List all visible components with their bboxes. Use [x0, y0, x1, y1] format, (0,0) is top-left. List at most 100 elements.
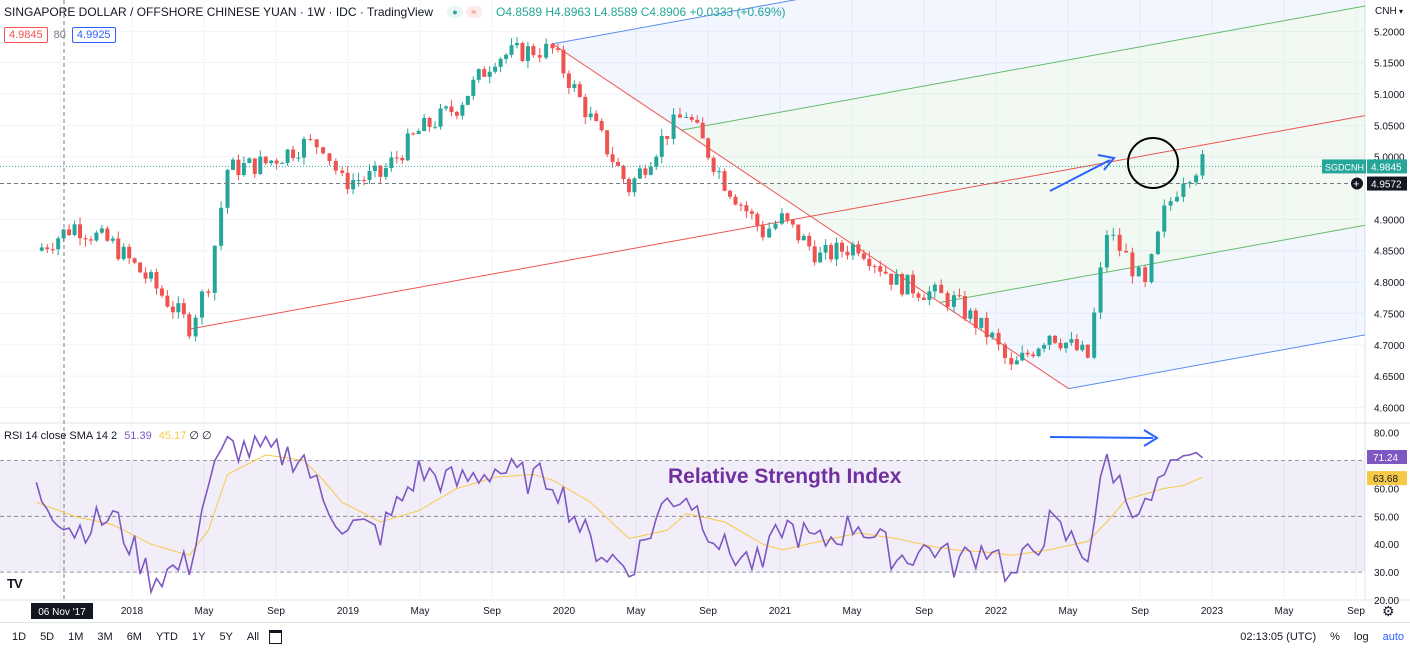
rsi-legend[interactable]: RSI 14 close SMA 14 2 51.39 45.17 ∅ ∅ [4, 429, 212, 442]
timeframe-button[interactable]: 5Y [219, 630, 233, 643]
candle-body [905, 274, 910, 295]
price-tick-label: 4.7000 [1374, 341, 1405, 352]
ohlc-values: O4.8589 H4.8963 L4.8589 C4.8906 +0.0333 … [495, 5, 786, 19]
candle-body [176, 303, 181, 313]
candle-body [973, 310, 978, 328]
candle-body [138, 262, 143, 273]
candle-body [818, 252, 823, 263]
price-tick-label: 4.8500 [1374, 247, 1405, 258]
candle-body [274, 160, 279, 164]
candle-body [1025, 352, 1030, 355]
candle-body [599, 120, 604, 131]
timeframe-button[interactable]: 1D [12, 630, 27, 643]
market-status-icon[interactable]: ● [446, 6, 463, 18]
spread-label: 80 [53, 29, 66, 41]
candle-body [796, 224, 801, 241]
candle-body [706, 138, 711, 158]
log-toggle[interactable]: log [1353, 630, 1369, 643]
candle-body [1085, 344, 1090, 358]
auto-toggle[interactable]: auto [1382, 630, 1404, 643]
timeframe-button[interactable]: 1Y [191, 630, 206, 643]
candle-body [984, 317, 989, 338]
rsi-sma-value: 45.17 [158, 430, 187, 442]
candle-body [550, 43, 555, 49]
candle-body [583, 96, 588, 118]
candle-body [1155, 231, 1160, 255]
candle-body [632, 178, 637, 193]
candle-body [520, 43, 525, 62]
highlight-circle [1127, 137, 1179, 189]
candle-body [566, 73, 571, 88]
candle-body [121, 246, 126, 260]
time-tick-label: 2020 [553, 606, 576, 617]
timeframe-button[interactable]: All [246, 630, 260, 643]
candle-body [1053, 335, 1058, 343]
candle-body [643, 168, 648, 175]
candle-body [143, 272, 148, 279]
candle-body [779, 213, 784, 224]
tradingview-logo-icon[interactable]: TV [7, 576, 23, 591]
timeframe-button[interactable]: YTD [155, 630, 178, 643]
candle-body [170, 306, 175, 313]
candle-body [900, 273, 905, 295]
chart-canvas[interactable]: Relative Strength Index CNH ▾ 5.2000 5.1500… [0, 0, 1410, 622]
rsi-arrow-line [1049, 436, 1154, 439]
chart-background [0, 0, 1410, 622]
candle-body [67, 229, 72, 236]
candle-body [744, 205, 749, 212]
candle-body [200, 291, 205, 318]
settings-gear-icon: ⚙ [1382, 603, 1395, 619]
sell-button[interactable]: 4.9845 [4, 27, 48, 43]
rsi-value-label: 71.24 [1373, 453, 1398, 464]
candle-body [889, 273, 894, 285]
timeframe-button[interactable]: 3M [97, 630, 113, 643]
candle-body [110, 238, 115, 241]
symbol-title[interactable]: SINGAPORE DOLLAR / OFFSHORE CHINESE YUAN… [4, 5, 433, 19]
time-tick-label: May [411, 606, 430, 617]
candle-body [154, 272, 159, 289]
time-tick-label: May [627, 606, 646, 617]
candle-body [105, 228, 110, 241]
timeframe-button[interactable]: 1M [68, 630, 84, 643]
candle-body [1058, 342, 1063, 349]
candle-body [621, 165, 626, 180]
rsi-value: 51.39 [124, 430, 152, 442]
candle-body [689, 117, 694, 120]
candle-body [684, 117, 689, 119]
calendar-icon[interactable] [269, 629, 283, 644]
candle-body [94, 232, 99, 241]
candle-body [476, 69, 481, 80]
candle-body [327, 153, 332, 162]
sma-value-label: 63.68 [1373, 474, 1398, 485]
candle-body [1181, 183, 1186, 197]
candle-body [671, 114, 676, 139]
candle-body [206, 291, 211, 293]
candle-body [258, 156, 263, 174]
candle-body [695, 119, 700, 123]
candle-body [665, 135, 670, 139]
candle-body [219, 207, 224, 246]
status-indicators: ● ≈ [446, 6, 482, 18]
timeframe-button[interactable]: 5D [40, 630, 55, 643]
data-feed-icon[interactable]: ≈ [465, 6, 482, 18]
candle-body [460, 104, 465, 116]
timeframe-button[interactable]: 6M [126, 630, 142, 643]
utc-clock[interactable]: 02:13:05 (UTC) [1240, 630, 1317, 643]
candle-body [285, 149, 290, 163]
time-tick-label: 2023 [1201, 606, 1224, 617]
rsi-sma-line [36, 454, 1203, 556]
percent-toggle[interactable]: % [1330, 630, 1340, 643]
candle-body [883, 271, 888, 274]
candle-body [83, 238, 88, 240]
price-tick-label: 4.8000 [1374, 278, 1405, 289]
time-tick-label: 2018 [121, 606, 144, 617]
pitchfork-lower-line [1068, 334, 1366, 390]
buy-button[interactable]: 4.9925 [71, 27, 116, 43]
candle-body [321, 147, 326, 154]
candle-body [56, 238, 61, 250]
candle-body [968, 310, 973, 319]
rsi-label: RSI 14 close SMA 14 2 [4, 430, 118, 442]
candle-body [760, 225, 765, 238]
candle-body [659, 135, 664, 157]
time-tick-label: Sep [483, 606, 501, 617]
